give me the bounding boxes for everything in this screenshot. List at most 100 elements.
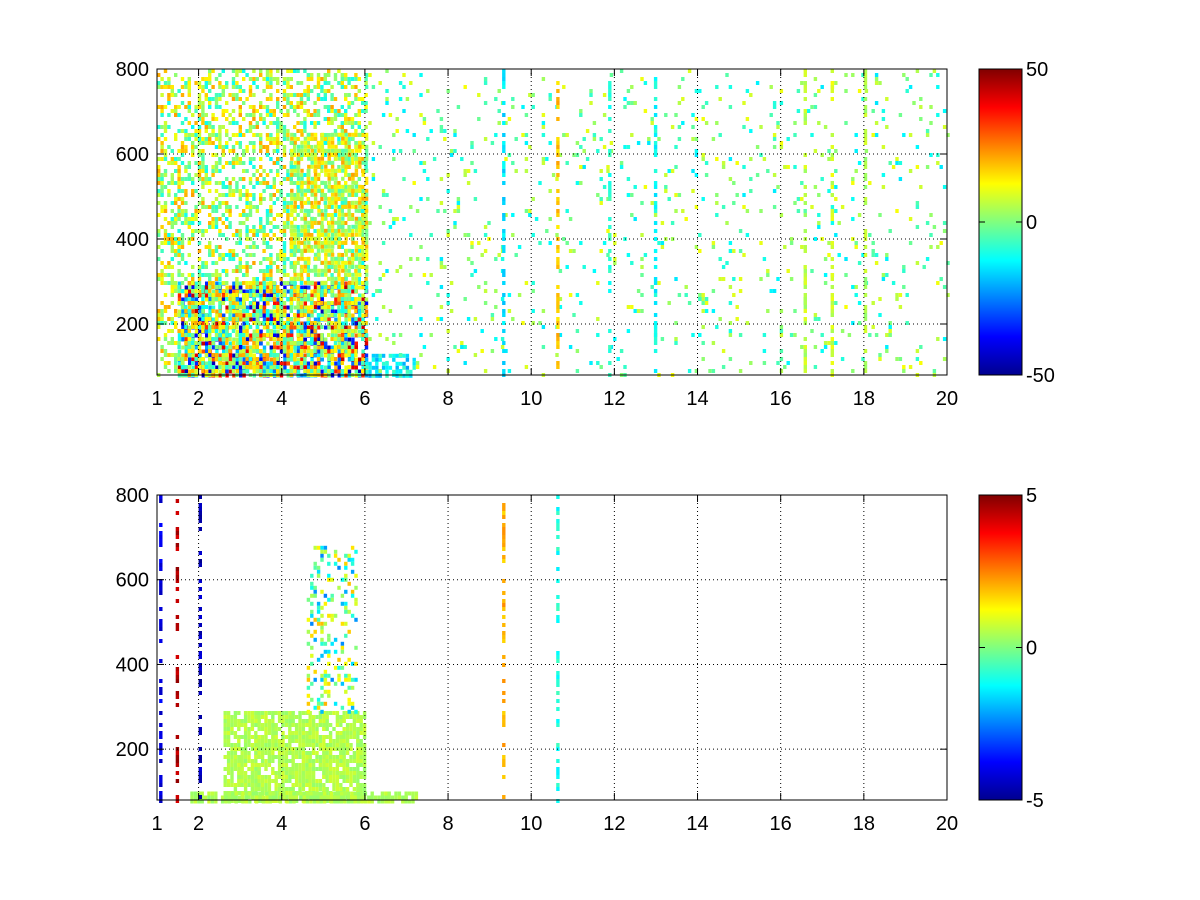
heatmap-cell — [174, 93, 178, 97]
heatmap-cell — [214, 117, 219, 121]
heatmap-cell — [378, 289, 382, 293]
heatmap-cell — [463, 345, 467, 349]
heatmap-cell — [361, 285, 365, 290]
heatmap-cell — [242, 249, 246, 253]
heatmap-cell — [293, 125, 297, 129]
heatmap-cell — [364, 248, 369, 253]
heatmap-cell — [361, 313, 365, 318]
heatmap-cell — [208, 313, 212, 318]
heatmap-cell — [245, 281, 249, 285]
heatmap-cell — [364, 77, 368, 81]
heatmap-column-cell — [803, 73, 807, 77]
heatmap-cell — [289, 357, 293, 361]
heatmap-cell — [317, 317, 321, 322]
heatmap-cell — [177, 105, 181, 109]
heatmap-cell — [245, 201, 249, 205]
heatmap-cell — [317, 140, 321, 145]
heatmap-cell — [357, 113, 361, 117]
heatmap-cell — [245, 369, 249, 373]
heatmap-cell — [334, 200, 338, 205]
heatmap-cell — [334, 152, 338, 157]
heatmap-cell — [330, 188, 335, 193]
heatmap-cell — [228, 369, 233, 374]
heatmap-cell — [327, 89, 331, 93]
heatmap-cell — [201, 141, 205, 145]
heatmap-cell — [180, 257, 185, 261]
heatmap-cell — [191, 153, 195, 157]
heatmap-cell — [310, 325, 314, 330]
heatmap-cell — [674, 277, 678, 281]
heatmap-cell — [347, 225, 351, 229]
heatmap-cell — [218, 81, 222, 85]
heatmap-cell — [755, 173, 760, 177]
heatmap-cell — [265, 241, 270, 245]
heatmap-cell — [701, 117, 705, 121]
heatmap-column-cell — [502, 369, 506, 373]
heatmap-cell — [776, 121, 780, 125]
heatmap-cell — [299, 273, 304, 277]
heatmap-cell — [262, 353, 266, 357]
heatmap-cell — [344, 117, 348, 121]
heatmap-cell — [908, 169, 913, 173]
heatmap-cell — [354, 256, 359, 261]
heatmap-cell — [388, 365, 393, 370]
heatmap-cell — [344, 109, 348, 113]
heatmap-cell — [289, 253, 293, 257]
heatmap-cell — [881, 185, 886, 189]
heatmap-cell — [208, 293, 212, 297]
heatmap-cell — [351, 132, 355, 137]
heatmap-cell — [180, 197, 185, 201]
heatmap-column-cell — [608, 173, 612, 177]
heatmap-cell — [225, 341, 229, 345]
heatmap-cell — [548, 97, 552, 101]
heatmap-cell — [279, 297, 283, 301]
heatmap-cell — [211, 357, 216, 362]
heatmap-cell — [895, 293, 899, 297]
heatmap-cell — [230, 715, 234, 719]
heatmap-cell — [194, 305, 198, 309]
heatmap-cell — [235, 265, 239, 269]
heatmap-cell — [779, 309, 784, 313]
heatmap-cell — [361, 317, 365, 322]
heatmap-cell — [215, 321, 219, 326]
heatmap-column-cell — [803, 317, 807, 321]
heatmap-cell — [337, 236, 342, 241]
heatmap-cell — [313, 176, 318, 181]
heatmap-cell — [167, 369, 171, 373]
heatmap-cell — [483, 289, 488, 293]
heatmap-cell — [282, 293, 287, 297]
heatmap-cell — [361, 261, 365, 265]
heatmap-cell — [252, 77, 256, 81]
heatmap-cell — [351, 136, 355, 141]
heatmap-cell — [160, 193, 164, 197]
heatmap-cell — [290, 168, 294, 173]
heatmap-column-cell — [502, 81, 506, 85]
heatmap-cell — [419, 113, 423, 117]
heatmap-cell — [307, 172, 311, 177]
heatmap-cell — [371, 373, 376, 378]
heatmap-cell — [361, 256, 365, 261]
heatmap-cell — [282, 153, 287, 157]
heatmap-cell — [205, 345, 209, 350]
heatmap-cell — [306, 229, 310, 233]
heatmap-cell — [214, 105, 219, 109]
heatmap-cell — [541, 77, 546, 81]
heatmap-cell — [204, 313, 208, 317]
heatmap-cell — [398, 373, 403, 378]
heatmap-cell — [528, 145, 532, 149]
heatmap-column-cell — [556, 309, 560, 313]
heatmap-cell — [242, 213, 246, 217]
heatmap-cell — [361, 357, 365, 362]
heatmap-cell — [276, 301, 280, 306]
heatmap-cell — [358, 204, 362, 209]
heatmap-cell — [235, 181, 239, 185]
heatmap-cell — [344, 160, 348, 165]
heatmap-cell — [211, 85, 215, 89]
heatmap-cell — [283, 369, 287, 374]
heatmap-cell — [626, 193, 631, 197]
heatmap-cell — [293, 208, 297, 213]
heatmap-cell — [371, 173, 376, 177]
heatmap-cell — [205, 349, 209, 354]
heatmap-cell — [762, 333, 767, 337]
heatmap-cell — [354, 73, 358, 77]
